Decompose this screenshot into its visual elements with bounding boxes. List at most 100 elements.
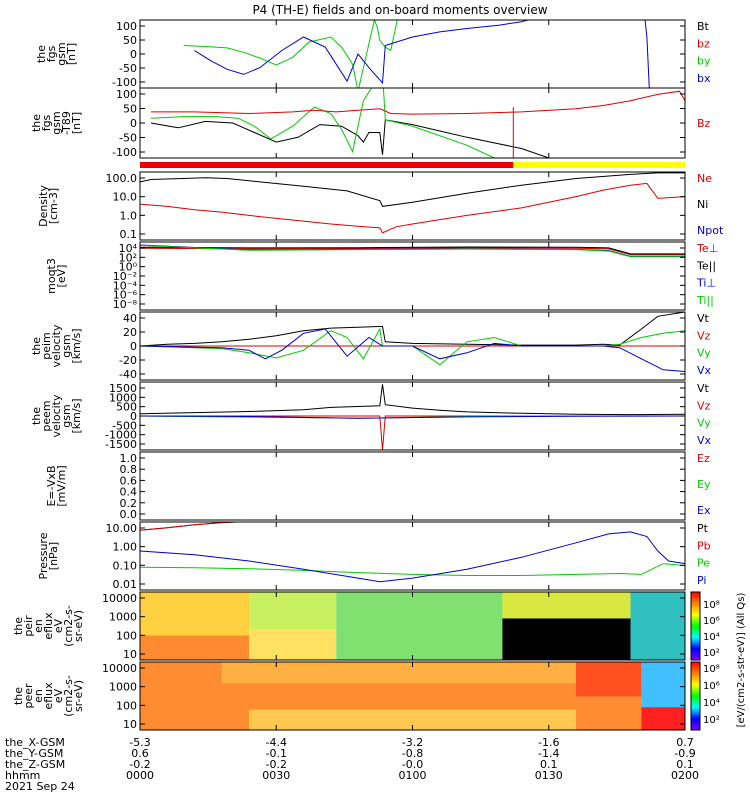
y-axis-label-line: en [32, 689, 45, 703]
axis-row-value: 0.7 [676, 736, 694, 749]
y-axis-label: Pressure[nPa] [37, 532, 60, 579]
axis-row-value: 0000 [126, 769, 154, 782]
region-bar-panel [140, 162, 685, 168]
y-axis-label-line: peem [40, 400, 53, 431]
y-tick-label: 1.0 [120, 209, 138, 222]
colorbar-tick: 10² [703, 715, 720, 726]
y-axis-label-line: fgs [40, 114, 53, 131]
series-line-Vx [140, 328, 685, 372]
axis-row-value: -3.2 [402, 736, 423, 749]
y-axis-label: thefgsgsm-T89[nT] [30, 111, 83, 135]
legend-entry: Ti|| [696, 294, 714, 307]
y-axis-label-line: [mV/m] [55, 465, 68, 506]
axis-row-value: -1.4 [538, 747, 559, 760]
y-tick-label: 0.1 [120, 228, 138, 241]
series-line-red [150, 90, 685, 115]
y-tick-label: 1.00 [113, 541, 138, 554]
y-axis-label-line: the [12, 687, 25, 705]
y-tick-label: 100 [116, 629, 137, 642]
y-axis-label-line: gsm [60, 404, 73, 427]
y-tick-label: 0 [130, 48, 137, 61]
y-axis-label: thepeemvelocitygsm[km/s] [30, 394, 83, 437]
spectrogram-block [140, 635, 249, 660]
y-axis-label-line: [cm-3] [47, 188, 60, 224]
series-line-Te|| [140, 246, 685, 255]
legend-entry: Vz [697, 329, 711, 342]
axis-row-value: -0.2 [129, 758, 150, 771]
series-line-Te⊥ [140, 247, 685, 256]
axis-row-value: -0.8 [402, 747, 423, 760]
y-axis-label-line: (cm2-s- [62, 675, 75, 717]
y-axis-label-line: eV [52, 688, 65, 703]
axis-row-value: -0.2 [266, 758, 287, 771]
panel-frame [139, 171, 686, 241]
panel-frame [139, 19, 686, 89]
spectrogram-block [221, 662, 604, 684]
pressure-panel: 10.00 1.00 0.10 0.01 Pressure[nPa] Pt Pb Pe Pi [37, 521, 711, 591]
y-axis-label-line: the [35, 45, 48, 63]
colorbar-tick: 10⁶ [703, 681, 720, 692]
spectrogram-block [249, 709, 576, 730]
y-tick-label: 10⁻⁸ [113, 298, 138, 311]
y-axis-label-line: velocity [50, 324, 63, 367]
y-tick-label: 1000 [109, 611, 137, 624]
legend-entry: Te|| [696, 259, 716, 272]
legend-entry: bx [697, 72, 711, 85]
y-tick-label: 1500 [109, 382, 137, 395]
y-axis-label-line: the [30, 407, 43, 425]
y-tick-label: 10⁻² [113, 270, 137, 283]
legend-entry: Vt [697, 382, 710, 395]
colorbar-tick: 10² [703, 648, 720, 659]
y-axis-label-line: the [30, 337, 43, 355]
chart-title: P4 (TH-E) fields and on-board moments ov… [252, 3, 547, 17]
y-tick-label: 20 [123, 326, 137, 339]
y-axis-label-line: [eV] [55, 265, 68, 288]
y-axis-label-line: eflux [42, 682, 55, 710]
date-label: 2021 Sep 24 [5, 780, 75, 793]
legend-entry: Vy [697, 347, 711, 360]
axis-row-value: 0130 [535, 769, 563, 782]
y-axis-label: thepeirenefluxeV(cm2-s-sr-eV) [12, 605, 85, 647]
y-tick-label: 0.8 [120, 463, 138, 476]
peir-spectrogram-panel: 10000 1000 100 10 thepeirenefluxeV(cm2-s-sr-… [12, 591, 686, 661]
legend-entry: Pt [697, 522, 709, 535]
legend-entry: Pi [697, 574, 706, 587]
y-axis-label: thefgsgsm[nT] [35, 42, 78, 65]
y-axis-label-line: E=-VxB [45, 465, 58, 506]
axis-row-label: the_Z-GSM [5, 758, 65, 771]
legend-entry: Ti⊥ [696, 277, 716, 290]
series-line-Pe [140, 563, 685, 576]
legend-entry: Npot [697, 224, 724, 237]
legend-entry: Bz [697, 117, 711, 130]
legend-entry: Vx [697, 364, 712, 377]
y-axis-label-line: [nT] [70, 112, 83, 134]
spectrogram-block [641, 707, 685, 730]
series-line-Vx [140, 415, 685, 419]
y-tick-label: 0.10 [113, 559, 138, 572]
y-axis-label: thepeimvelocitygsm[km/s] [30, 324, 83, 367]
spectrogram-block [576, 662, 642, 697]
legend-entry: Vt [697, 312, 710, 325]
y-axis-label-line: the [30, 114, 43, 132]
y-tick-label: 0.6 [120, 474, 138, 487]
y-axis-label-line: [km/s] [70, 398, 83, 433]
legend-entry: Ni [697, 198, 708, 211]
colorbar-top [690, 591, 701, 661]
spectrogram-block [249, 592, 337, 630]
legend-entry: Vz [697, 399, 711, 412]
series-line-Vy [140, 327, 685, 366]
y-axis-label-line: sr-eV) [72, 610, 85, 642]
y-axis-label-line: en [32, 619, 45, 633]
y-tick-label: 0.01 [113, 578, 138, 591]
legend-entry: Vy [697, 417, 711, 430]
axis-row-value: -0.0 [402, 758, 423, 771]
legend-entry: Ne [697, 172, 712, 185]
y-tick-label: 10⁴ [119, 242, 138, 255]
y-axis-label-line: Density [37, 185, 50, 227]
series-line-green [150, 88, 495, 158]
density-panel: 100.0 10.0 1.0 0.1 Density[cm-3] Ne Ni Npot [37, 171, 724, 241]
y-axis-label-line: [km/s] [70, 328, 83, 363]
spectrogram-block [502, 618, 631, 660]
